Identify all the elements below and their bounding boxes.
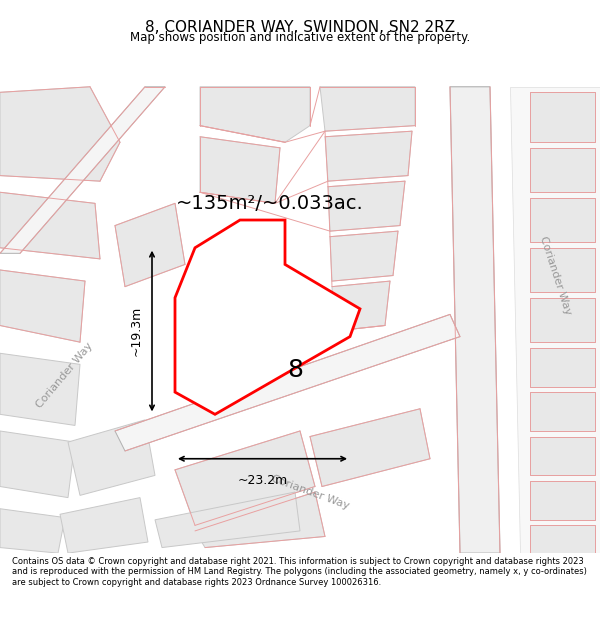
Text: Contains OS data © Crown copyright and database right 2021. This information is : Contains OS data © Crown copyright and d… bbox=[12, 557, 587, 586]
Polygon shape bbox=[328, 181, 405, 231]
Polygon shape bbox=[60, 498, 148, 553]
Polygon shape bbox=[0, 87, 165, 253]
Polygon shape bbox=[510, 87, 600, 553]
Polygon shape bbox=[68, 420, 155, 496]
Polygon shape bbox=[115, 314, 460, 451]
Text: 8, CORIANDER WAY, SWINDON, SN2 2RZ: 8, CORIANDER WAY, SWINDON, SN2 2RZ bbox=[145, 20, 455, 35]
Polygon shape bbox=[115, 203, 185, 287]
Polygon shape bbox=[195, 492, 325, 548]
Polygon shape bbox=[0, 353, 80, 426]
Polygon shape bbox=[0, 431, 75, 498]
Polygon shape bbox=[0, 87, 120, 181]
Polygon shape bbox=[530, 248, 595, 292]
Polygon shape bbox=[450, 87, 500, 553]
Polygon shape bbox=[530, 526, 595, 553]
Polygon shape bbox=[320, 87, 415, 131]
Text: ~23.2m: ~23.2m bbox=[238, 474, 287, 488]
Text: ~135m²/~0.033ac.: ~135m²/~0.033ac. bbox=[176, 194, 364, 213]
Polygon shape bbox=[0, 509, 65, 553]
Polygon shape bbox=[325, 131, 412, 181]
Polygon shape bbox=[530, 481, 595, 520]
Polygon shape bbox=[530, 298, 595, 342]
Text: ~19.3m: ~19.3m bbox=[130, 306, 143, 356]
Text: Map shows position and indicative extent of the property.: Map shows position and indicative extent… bbox=[130, 31, 470, 44]
Polygon shape bbox=[530, 348, 595, 387]
Polygon shape bbox=[530, 148, 595, 192]
Polygon shape bbox=[530, 436, 595, 476]
Text: Coriander Way: Coriander Way bbox=[35, 341, 95, 410]
Polygon shape bbox=[530, 92, 595, 142]
Polygon shape bbox=[200, 87, 310, 142]
Polygon shape bbox=[175, 220, 360, 414]
Polygon shape bbox=[330, 231, 398, 281]
Polygon shape bbox=[200, 137, 280, 203]
Text: Coriander Way: Coriander Way bbox=[270, 473, 350, 511]
Polygon shape bbox=[0, 270, 85, 342]
Polygon shape bbox=[530, 198, 595, 242]
Text: Coriander Way: Coriander Way bbox=[538, 235, 572, 316]
Polygon shape bbox=[175, 431, 315, 526]
Polygon shape bbox=[310, 409, 430, 486]
Text: 8: 8 bbox=[287, 358, 303, 382]
Polygon shape bbox=[0, 192, 100, 259]
Polygon shape bbox=[332, 281, 390, 331]
Polygon shape bbox=[155, 492, 300, 548]
Polygon shape bbox=[530, 392, 595, 431]
